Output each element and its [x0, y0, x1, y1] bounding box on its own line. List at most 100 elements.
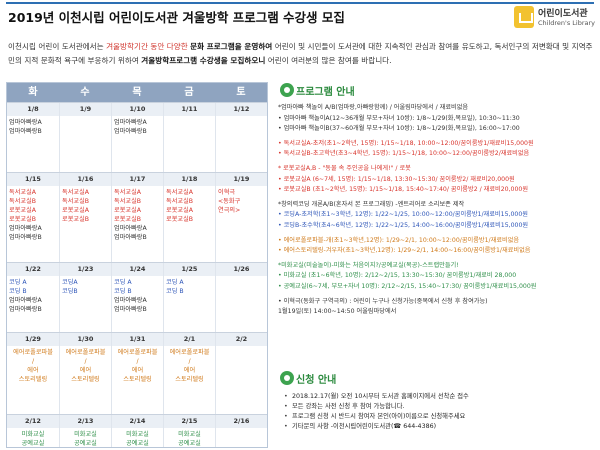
- calendar-event: 스토리텔링: [18, 376, 48, 383]
- calendar-day-cell: 2/14 미화교실 공예교실: [111, 415, 163, 447]
- calendar-day-header: 토: [236, 87, 246, 98]
- calendar-event: 에어로폴로파블: [65, 349, 106, 356]
- calendar-week-row: 1/22 코딩 A 코딩 B 엄마아빠랑A 엄마아빠랑B 1/23 코딩A 코딩B 1/24 코딩…: [7, 262, 267, 332]
- calendar-week-row: 1/8 엄마아빠랑A 엄마아빠랑B 1/9 1/10 엄마아빠랑A 엄마아빠랑B 1/11 1/…: [7, 102, 267, 172]
- calendar-day-cell: 2/1 에어로폴로파블 / 에어 스토리텔링: [163, 333, 215, 414]
- calendar-event: 로봇교실A: [9, 207, 37, 214]
- calendar-event: 엄마아빠랑B: [9, 306, 42, 313]
- calendar-event: 에어로폴로파블: [169, 349, 210, 356]
- calendar-date: 1/31: [112, 333, 163, 346]
- calendar-date: 1/30: [60, 333, 111, 346]
- program-line: *엄마아빠 책놀이 A/B(엄마랑,아빠랑함께) / 어울림마당에서 / 재료비…: [278, 104, 469, 111]
- apply-list: 2018.12.17(월) 오전 10시부터 도서관 홈페이지에서 선착순 접수…: [284, 392, 596, 432]
- intro-text: 어린이 여러분의 많은 참여를 바랍니다.: [265, 56, 392, 65]
- calendar-event: 독서교실A: [62, 189, 90, 196]
- calendar-day-cell: 1/11: [163, 103, 215, 172]
- calendar-event: 로봇교실A: [166, 207, 194, 214]
- calendar-date: 1/16: [60, 173, 111, 186]
- calendar-day-cell: 1/19 이혁극 <동화구 연극의>: [215, 173, 267, 262]
- calendar-event: 코딩B: [62, 288, 78, 295]
- calendar-day-cell: 1/26: [215, 263, 267, 332]
- calendar-event: /: [31, 358, 35, 365]
- calendar-day-cell: 1/30 에어로폴로파블 / 에어 스토리텔링: [59, 333, 111, 414]
- apply-item: 2018.12.17(월) 오전 10시부터 도서관 홈페이지에서 선착순 접수: [284, 392, 596, 402]
- calendar-date: 2/15: [164, 415, 215, 428]
- calendar-event: 에어: [79, 367, 92, 374]
- calendar-event: 에어: [183, 367, 196, 374]
- calendar-event: 로봇교실A: [114, 207, 142, 214]
- calendar-day-cell: 2/16: [215, 415, 267, 447]
- calendar-event: /: [188, 358, 191, 365]
- intro-text: 어린이 및 시민들이 도서관에 대한 지속적인 관심과 참여를 유도하고, 독서…: [272, 42, 530, 51]
- calendar-event: 엄마아빠랑B: [9, 234, 42, 241]
- calendar-date: 2/12: [7, 415, 59, 428]
- calendar-date: 1/29: [7, 333, 59, 346]
- calendar-event: 엄마아빠랑B: [9, 128, 42, 135]
- calendar-event: 로봇교실B: [166, 216, 194, 223]
- program-line: *창의력코딩 개론A/B(혼자서 본 프로그래밍) -엔트리어로 소리보존 제작: [278, 200, 465, 208]
- calendar-day-cell: 2/13 미화교실 공예교실: [59, 415, 111, 447]
- calendar-day-cell: 2/15 미화교실 공예교실: [163, 415, 215, 447]
- calendar-event: 미화교실: [21, 431, 45, 438]
- apply-item: 프로그램 신청 시 반드시 참여자 본인(아이)이름으로 신청해주세요: [284, 412, 596, 422]
- calendar-event: 독서교실B: [9, 198, 37, 205]
- calendar-date: 1/12: [216, 103, 267, 116]
- intro-bold: 문화 프로그램을 운영하여: [190, 42, 273, 51]
- calendar-event: 코딩 A: [114, 279, 132, 286]
- calendar-event: 독서교실B: [62, 198, 90, 205]
- calendar-day-cell: 1/10 엄마아빠랑A 엄마아빠랑B: [111, 103, 163, 172]
- calendar-event: /: [136, 358, 139, 365]
- calendar-day-header: 수: [80, 87, 90, 98]
- calendar-event: 코딩 A: [166, 279, 184, 286]
- calendar-event: 독서교실A: [166, 189, 194, 196]
- intro-paragraph: 이천시립 어린이 도서관에서는 겨울방학기간 동안 다양한 문화 프로그램을 운…: [8, 40, 596, 68]
- apply-item: 모든 강좌는 사전 신청 후 참여 가능합니다.: [284, 402, 596, 412]
- calendar-event: 미화교실: [178, 431, 201, 438]
- calendar-event: 스토리텔링: [71, 376, 100, 383]
- calendar-event: 미화교실: [74, 431, 97, 438]
- calendar-event: 연극의>: [218, 207, 241, 214]
- calendar-week-row: 1/15 독서교실A 독서교실B 로봇교실A 로봇교실B 엄마아빠랑A 엄마아빠랑B 1/16…: [7, 172, 267, 262]
- program-line: • 로봇교실A (6~7세, 15명): 1/15~1/18, 13:30~15…: [278, 175, 515, 183]
- calendar-event: 코딩 A: [9, 279, 27, 286]
- logo-subtext: Children's Library: [538, 19, 596, 27]
- program-line: • 독서교실B-초고학년(초3~4학년, 15명): 1/15~1/18, 10…: [278, 150, 530, 158]
- calendar-event: 로봇교실A: [62, 207, 90, 214]
- calendar-date: 1/19: [216, 173, 267, 186]
- calendar-day-cell: 2/2: [215, 333, 267, 414]
- calendar-event: 독서교실A: [114, 189, 142, 196]
- calendar-date: 1/24: [112, 263, 163, 276]
- calendar-date: 1/26: [216, 263, 267, 276]
- calendar-event: 스토리텔링: [123, 376, 152, 383]
- program-line: * 로봇교실A,B - "동물 속 주인공을 나에게!" / 로봇: [278, 165, 411, 172]
- calendar-event: 엄마아빠랑B: [114, 306, 147, 313]
- calendar-day-header: 화: [28, 87, 38, 98]
- apply-heading: 신청 안내: [296, 375, 337, 386]
- calendar-event: 엄마아빠랑B: [114, 234, 147, 241]
- calendar-event: 에어: [27, 367, 39, 374]
- calendar-day-cell: 1/29 에어로폴로파블 / 에어 스토리텔링: [7, 333, 59, 414]
- calendar-date: 2/2: [216, 333, 267, 346]
- calendar-event: 미화교실: [126, 431, 149, 438]
- calendar-event: 코딩 B: [9, 288, 27, 295]
- program-line: • 공예교실(6~7세, 부모+자녀 10명): 2/12~2/15, 15:4…: [278, 283, 537, 290]
- calendar-day-header: 금: [184, 87, 194, 98]
- intro-highlight: 겨울방학기간 동안 다양한: [106, 42, 191, 51]
- calendar-day-cell: 1/16 독서교실A 독서교실B 로봇교실A 로봇교실B: [59, 173, 111, 262]
- intro-bold: 겨울방학프로그램 수강생을 모집하오니: [141, 56, 266, 65]
- program-line: • 독서교실A-초저(초1~2학년, 15명): 1/15~1/18, 10:0…: [278, 139, 534, 147]
- calendar-date: 1/10: [112, 103, 163, 116]
- calendar-event: 이혁극: [218, 189, 236, 196]
- intro-text: 저변확대 및 지역주민의 지적 문화적 욕구에 부응하기 위하여: [8, 42, 593, 65]
- library-logo: 어린이도서관 Children's Library: [514, 4, 596, 32]
- calendar-date: 1/11: [164, 103, 215, 116]
- calendar-event: 코딩 B: [166, 288, 184, 295]
- program-line: • 코딩A-초저학(초1~3학년, 12명): 1/22~1/25, 10:00…: [278, 211, 528, 219]
- intro-text: 이천시립 어린이 도서관에서는: [8, 42, 107, 51]
- calendar-day-cell: 1/25 코딩 A 코딩 B: [163, 263, 215, 332]
- calendar-event: 공예교실: [126, 440, 149, 447]
- calendar-day-header: 목: [132, 87, 142, 98]
- program-line: *미화교실(미술놀이)-미화는 처음이지?/공예교실(목공)-스트랩만들기!: [278, 261, 459, 269]
